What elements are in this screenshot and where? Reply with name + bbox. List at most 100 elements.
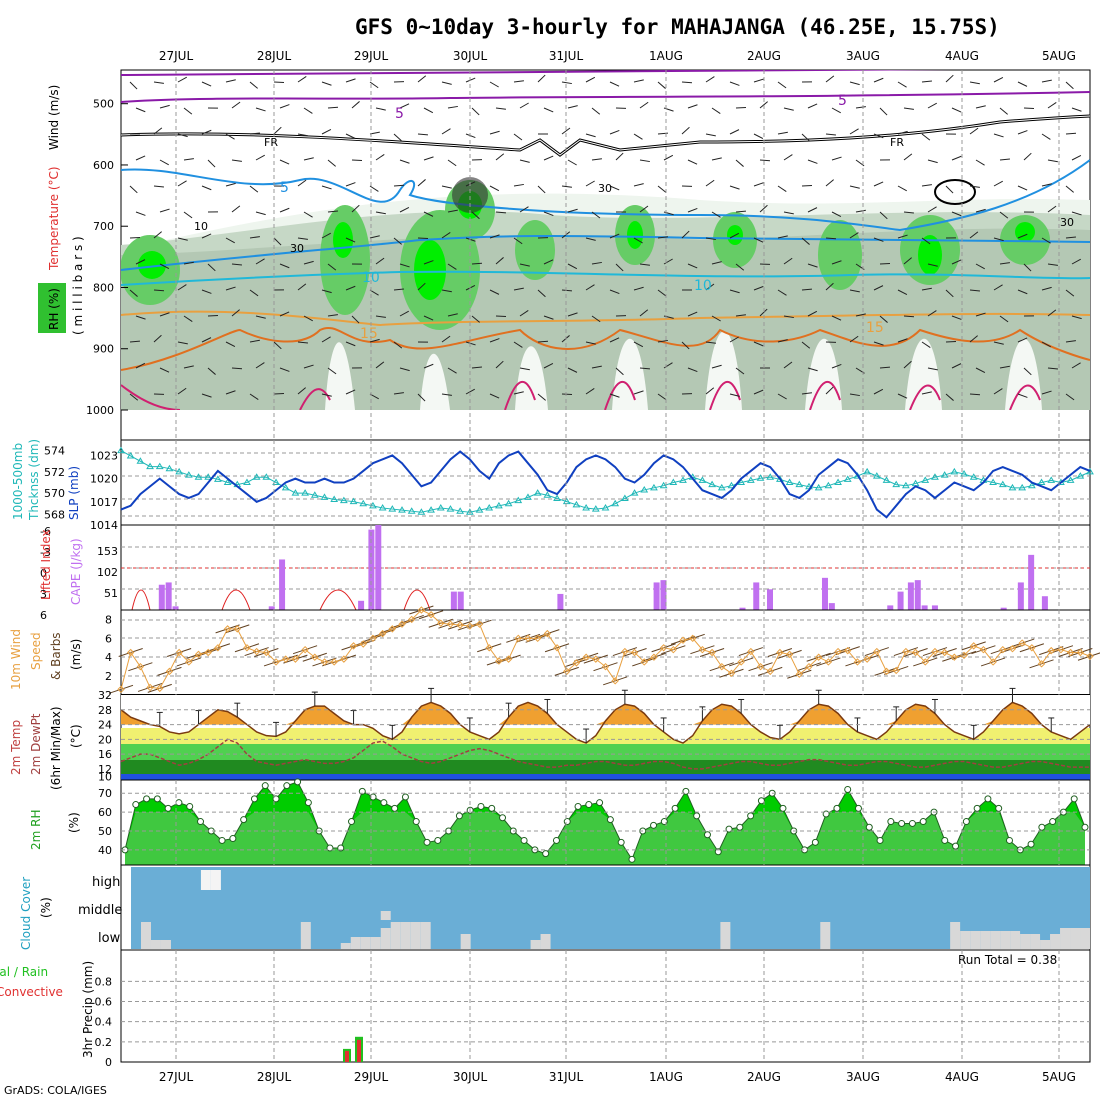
pressure-tick-label: 700: [93, 220, 114, 233]
wind-barb: [321, 129, 332, 135]
cape-bar: [1028, 554, 1035, 610]
low-cloud-block: [990, 931, 1001, 949]
wind-barb: [711, 364, 722, 369]
rh-marker: [671, 804, 679, 812]
li-tick: 3: [40, 588, 47, 601]
rh-marker: [488, 804, 496, 812]
thickness-marker: [1076, 472, 1085, 479]
rh-marker: [844, 785, 852, 793]
contour-label: FR: [890, 136, 904, 149]
temp-area-mask: [121, 695, 1090, 744]
thickness-marker: [485, 504, 494, 511]
rh-marker: [703, 831, 711, 839]
precip-total-label: Total / Rain: [0, 965, 48, 979]
wind-barb: [585, 180, 595, 187]
wind-speed-marker: [805, 662, 813, 671]
wind-barb: [423, 260, 434, 265]
wind-speed-marker: [156, 684, 164, 693]
cape-panel: -6 -3 0 3 6 153 102 51 Lifted Index CAPE (J/kg): [39, 524, 1091, 622]
wind-barb: [927, 206, 937, 213]
wind-barb: [831, 156, 842, 161]
wind-barb: [801, 341, 811, 349]
wind-barb: [1047, 263, 1058, 266]
wind-speed-markers: [117, 606, 1094, 694]
rh-marker: [898, 819, 906, 827]
thickness-marker: [940, 471, 949, 478]
rh-marker: [563, 818, 571, 826]
wind-barb: [921, 184, 932, 187]
wind-barb: [969, 289, 980, 292]
thickness-marker: [960, 470, 968, 477]
wind-barb: [321, 336, 331, 343]
wind-barb: [375, 153, 385, 161]
wind-barb: [777, 81, 787, 89]
dry-dome: [705, 331, 742, 410]
cape-bar: [753, 582, 760, 610]
wind-barb: [657, 393, 667, 401]
upper-air-panel: 5 5 FR FR 5 30 30 10 10 10 30 15 15 500 6…: [38, 69, 1091, 441]
rh-marker: [757, 797, 765, 805]
wind-barb: [663, 258, 673, 265]
thickness-marker: [475, 506, 484, 513]
wind-speed-marker: [960, 651, 968, 660]
wind-barb: [879, 262, 891, 265]
thickness-marker: [843, 475, 852, 482]
wind-barb: [729, 336, 739, 343]
cape-tick: 153: [97, 545, 118, 558]
wind-barb: [225, 182, 236, 187]
wind-barb: [705, 387, 715, 395]
wind-speed-marker: [834, 647, 842, 656]
wind-barb: [279, 367, 290, 372]
temp-warm-fill: [121, 702, 1090, 725]
cloud-blocks: [140, 870, 1090, 949]
low-cloud-block: [360, 937, 371, 949]
rh-band: [125, 812, 1085, 865]
wind-barb: [297, 133, 308, 137]
wind-barb: [969, 393, 981, 396]
wind-barb: [753, 237, 764, 243]
wind-barb: [777, 289, 787, 296]
cape-bar: [158, 584, 165, 610]
wind-barb: [975, 208, 986, 213]
thickness-marker: [601, 504, 610, 511]
low-cloud-block: [140, 922, 151, 949]
low-cloud-block: [950, 922, 961, 949]
wind-barb: [471, 107, 480, 116]
wind-barb: [1071, 211, 1082, 216]
wind-barb: [303, 107, 313, 114]
wind-barb: [1017, 81, 1028, 87]
contour-label: 5: [395, 106, 404, 122]
wind-barb: [825, 237, 837, 240]
thickness-marker: [155, 462, 164, 470]
wind-speed-marker: [931, 647, 939, 656]
temp-tick: 20: [98, 733, 112, 746]
wind-barb: [129, 289, 138, 297]
wind-barb: [399, 103, 410, 109]
wind-barb: [495, 257, 504, 265]
low-cloud-block: [530, 940, 541, 949]
wind-barb: [609, 233, 620, 239]
wind-barb: [1047, 367, 1058, 370]
wind-barb: [825, 133, 836, 136]
day-label-bottom: 31JUL: [549, 1070, 584, 1084]
wind-barb: [1065, 340, 1076, 343]
wind-barb: [687, 207, 698, 213]
wind-barb: [1041, 286, 1052, 291]
wind-barb: [873, 181, 884, 187]
day-label-bottom: 5AUG: [1042, 1070, 1076, 1084]
wind-barb: [1041, 341, 1051, 348]
wind-barb: [249, 81, 258, 89]
wind-barb: [519, 309, 529, 317]
wind-barb: [495, 211, 507, 214]
wind-barb: [369, 185, 379, 192]
wind-barb: [321, 289, 332, 294]
day-grid-lines: [175, 70, 1060, 1062]
wind-barb: [201, 185, 212, 191]
wind-barb: [639, 263, 650, 266]
wind-barb: [489, 289, 500, 295]
wind-barb: [177, 133, 188, 138]
precip-grid: [121, 980, 1090, 1043]
wind-barb: [183, 315, 193, 323]
li-tick: -3: [40, 546, 51, 559]
